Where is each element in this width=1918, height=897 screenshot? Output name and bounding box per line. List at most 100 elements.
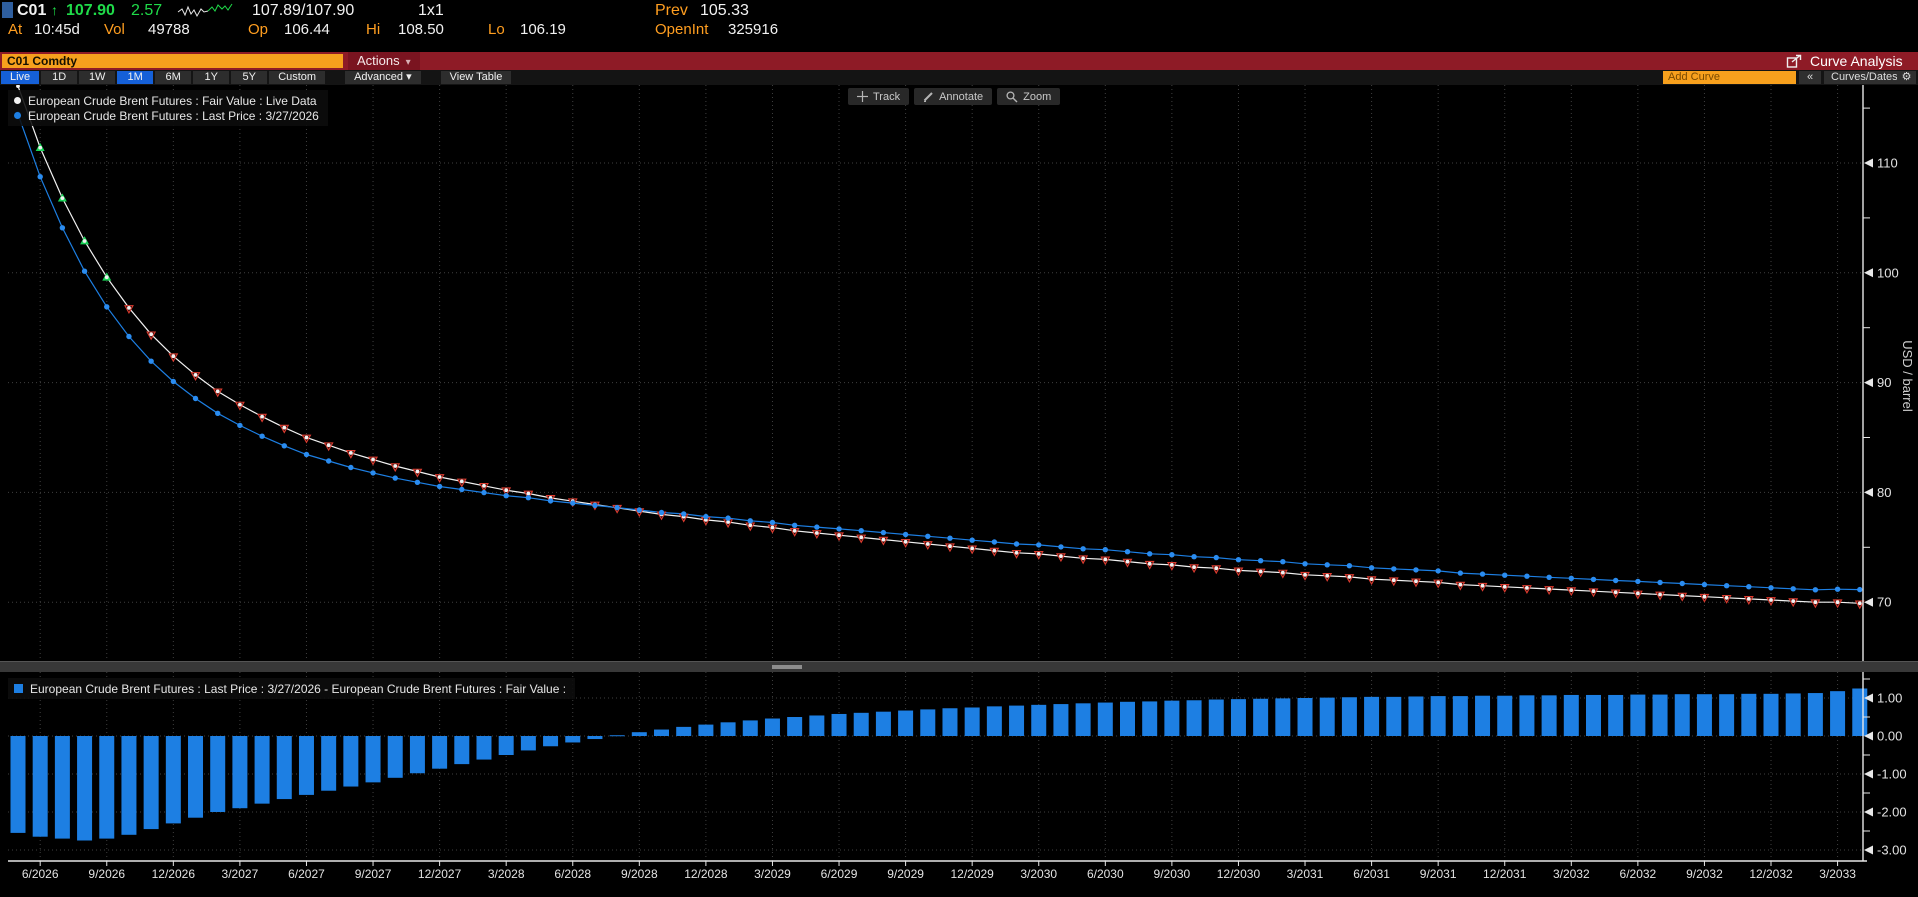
x-tick-label: 9/2026 — [88, 867, 125, 881]
spread-bar — [1386, 696, 1402, 736]
y-tick-label: 110 — [1877, 156, 1898, 171]
last-price-dot — [348, 464, 354, 471]
spread-bar — [476, 736, 492, 760]
spread-bar — [543, 736, 559, 747]
last-price-dot — [991, 539, 998, 545]
divider-grip-handle[interactable] — [772, 665, 802, 669]
tab-advanced[interactable]: Advanced ▾ — [345, 71, 421, 84]
fair-value-dot — [371, 457, 375, 462]
spread-bar — [1852, 688, 1868, 736]
last-price-dot — [1612, 577, 1619, 584]
last-price-dot — [170, 378, 177, 385]
zoom-button[interactable]: Zoom — [997, 88, 1061, 105]
fair-value-dot — [1746, 597, 1751, 601]
tab-1m[interactable]: 1M — [117, 71, 154, 84]
x-tick-label: 6/2026 — [22, 867, 59, 881]
settings-button[interactable]: ⚙ — [1897, 71, 1916, 84]
spread-bar — [1253, 698, 1269, 736]
tab-1d[interactable]: 1D — [41, 71, 78, 84]
bid-ask: 107.89/107.90 — [252, 2, 355, 19]
x-tick-label: 9/2027 — [355, 867, 392, 881]
gear-icon: ⚙ — [1901, 71, 1912, 83]
x-tick-label: 6/2030 — [1087, 867, 1124, 881]
tab-custom[interactable]: Custom — [269, 71, 326, 84]
export-icon[interactable] — [1786, 54, 1803, 68]
spread-bar — [143, 736, 159, 830]
last-price-dot — [237, 422, 243, 429]
fair-value-dot — [193, 373, 198, 377]
fair-value-dot — [726, 520, 730, 524]
x-tick-label: 12/2026 — [152, 867, 196, 881]
fair-value-dot — [1325, 573, 1330, 578]
spread-bar — [1408, 696, 1424, 736]
spread-bar — [32, 736, 48, 837]
fair-value-dot — [1258, 569, 1263, 574]
collapse-panel-button[interactable]: « — [1799, 71, 1821, 84]
last-price-dot — [259, 433, 265, 439]
x-tick-label: 6/2029 — [821, 867, 858, 881]
spread-bar — [898, 710, 914, 736]
spread-bar — [254, 736, 270, 804]
last-price-dot — [1435, 568, 1441, 574]
x-tick-label: 3/2032 — [1553, 867, 1590, 881]
add-curve-input[interactable]: Add Curve — [1663, 71, 1796, 84]
spread-bar — [1785, 693, 1801, 736]
panel-divider[interactable] — [0, 661, 1918, 672]
tab-1y[interactable]: 1Y — [193, 71, 230, 84]
spread-bar — [809, 715, 825, 736]
last-price-dot — [325, 458, 332, 464]
spread-bar — [1142, 701, 1158, 736]
chart-tool-buttons: Track Annotate Zoom — [848, 88, 1061, 105]
security-input[interactable]: C01 Comdty — [2, 54, 343, 68]
high-price: 108.50 — [398, 21, 444, 38]
fair-value-dot — [1214, 566, 1219, 571]
spread-bar — [409, 736, 425, 774]
fair-value-dot — [1591, 589, 1596, 594]
tab-6m[interactable]: 6M — [155, 71, 192, 84]
spread-bar — [1341, 697, 1357, 736]
tab-5y[interactable]: 5Y — [231, 71, 268, 84]
y-tick-label: -2.00 — [1877, 805, 1907, 820]
track-button[interactable]: Track — [848, 88, 910, 105]
last-price-dot — [81, 268, 88, 274]
last-price-dot — [880, 529, 887, 536]
fair-value-dot — [1369, 577, 1374, 581]
last-price-dot — [281, 443, 287, 449]
last-price-dot — [681, 511, 687, 517]
last-price-dot — [370, 470, 376, 476]
spread-bar — [387, 736, 403, 778]
tab-view-table[interactable]: View Table — [440, 71, 512, 84]
spread-bar — [875, 711, 891, 736]
price-change: 2.57 — [131, 2, 163, 19]
annotate-button[interactable]: Annotate — [914, 88, 993, 105]
curves-dates-button[interactable]: Curves/Dates — [1824, 71, 1905, 84]
spread-bar — [720, 722, 736, 736]
last-price-dot — [1502, 572, 1508, 578]
actions-label: Actions — [357, 53, 400, 68]
last-price-dot — [1302, 561, 1308, 567]
tab-1w[interactable]: 1W — [79, 71, 116, 84]
spread-bar — [1741, 693, 1757, 736]
x-tick-label: 12/2030 — [1217, 867, 1261, 881]
zoom-label: Zoom — [1023, 90, 1052, 103]
y-tick-label: -1.00 — [1877, 767, 1907, 782]
spread-bar — [365, 736, 381, 783]
last-price-dot — [459, 486, 465, 493]
fair-value-dot — [1658, 592, 1662, 597]
fair-value-dot — [903, 539, 908, 544]
last-price-dot — [1479, 571, 1486, 577]
tab-live[interactable]: Live — [1, 71, 40, 84]
x-tick-label: 12/2032 — [1749, 867, 1793, 881]
spread-bar — [1075, 703, 1091, 736]
last-price-dot — [1346, 563, 1353, 569]
last-price-dot — [592, 502, 598, 509]
fair-value-dot — [1347, 575, 1352, 579]
spread-bar — [920, 709, 936, 736]
actions-menu-button[interactable]: Actions ▾ — [348, 52, 420, 70]
spread-bar — [454, 736, 470, 765]
fair-value-dot — [814, 531, 819, 535]
fair-value-dot — [1547, 587, 1552, 591]
last-price-dot — [1812, 587, 1819, 593]
last-price-dot — [37, 174, 43, 180]
